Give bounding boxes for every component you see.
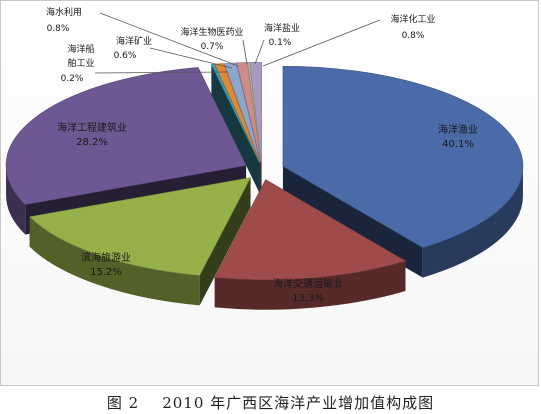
slice-value-label-3: 15.2% <box>90 267 122 278</box>
slice-label-7: 海水利用 <box>46 6 82 18</box>
slice-label-5-line-2: 舶工业 <box>67 57 94 69</box>
leader-line-9 <box>254 39 265 65</box>
slice-value-label-5: 0.2% <box>61 74 84 84</box>
slice-1-side-b <box>282 166 423 278</box>
slice-4-top <box>5 67 247 205</box>
slice-value-label-9: 0.1% <box>269 38 292 48</box>
slice-value-label-8: 0.7% <box>201 42 224 52</box>
leader-line-10 <box>262 19 381 67</box>
slice-value-label-2: 13.3% <box>292 293 324 304</box>
slice-3-wall <box>29 216 200 306</box>
leader-line-7 <box>99 12 239 67</box>
slice-value-label-10: 0.8% <box>402 31 425 41</box>
leader-line-6 <box>149 47 233 69</box>
slice-3-group <box>29 177 252 306</box>
slice-5-top <box>210 63 260 163</box>
slice-value-label-1: 40.1% <box>442 139 474 150</box>
slice-label-9: 海洋盐业 <box>264 22 300 34</box>
figure-number: 图 2 <box>106 394 140 412</box>
slice-9-top <box>247 62 262 163</box>
slice-8-top <box>236 62 262 163</box>
slice-label-8: 海洋生物医药业 <box>180 26 243 38</box>
slice-5-side-b <box>214 64 260 193</box>
slice-1-group <box>282 65 524 278</box>
slice-label-6: 海洋矿业 <box>116 35 152 47</box>
slice-2-top <box>214 179 407 280</box>
slice-label-1: 海洋渔业 <box>438 123 478 136</box>
slice-5-group <box>210 63 260 193</box>
figure-title: 2010 年广西区海洋产业增加值构成图 <box>162 394 435 412</box>
slice-label-3: 滨海旅游业 <box>81 251 131 264</box>
slice-label-2: 海洋交通运输业 <box>273 277 343 290</box>
slice-2-group <box>214 179 407 310</box>
slice-2-wall <box>214 260 406 310</box>
slice-label-5-line-1: 海洋船 <box>67 43 94 55</box>
slice-value-label-7: 0.8% <box>47 24 70 34</box>
pie-chart: 海洋渔业 40.1% 海洋交通运输业 13.3% 滨海旅游业 15.2% 海洋工程建筑业 28… <box>5 6 524 310</box>
slice-1-top <box>282 65 524 248</box>
slice-4-wall <box>6 165 26 235</box>
slice-value-label-6: 0.6% <box>114 51 137 61</box>
slice-value-label-4: 28.2% <box>76 137 108 148</box>
slice-label-4: 海洋工程建筑业 <box>57 121 127 134</box>
slice-3-top <box>29 177 252 276</box>
slice-label-10: 海洋化工业 <box>390 13 435 25</box>
figure-caption: 图 2 2010 年广西区海洋产业增加值构成图 <box>0 392 541 413</box>
leader-line-5 <box>94 71 229 74</box>
slice-1-wall <box>422 166 523 278</box>
leader-line-8 <box>242 39 248 65</box>
